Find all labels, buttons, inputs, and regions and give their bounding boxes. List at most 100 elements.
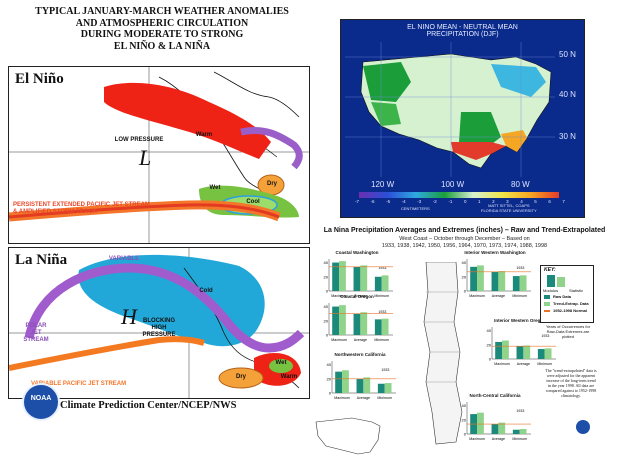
chart-interior-western-oregon: Interior Western Oregon 0 20 40 Maximum Aver… (480, 318, 560, 372)
scale-tick: -1 (448, 199, 453, 204)
trend-bar (519, 429, 527, 434)
title-line: AND ATMOSPHERIC CIRCULATION (75, 17, 249, 29)
trend-bar (342, 370, 349, 393)
subtitle-line: 1933, 1938, 1942, 1950, 1956, 1964, 1970… (381, 243, 548, 249)
wet-label: Wet (209, 185, 221, 191)
raw-bar (353, 266, 361, 291)
trend-bar (523, 345, 531, 359)
y-tick-label: 20 (462, 274, 467, 279)
el-nino-map: L (9, 67, 309, 243)
trend-bar (363, 377, 371, 393)
chart-key: KEY: Modulus Statistic Raw Data Trend-Ex… (540, 265, 594, 323)
lat-label: 30 N (559, 132, 576, 141)
year-marker-label: 1933 (381, 368, 389, 372)
scale-tick: 3 (506, 199, 509, 204)
category-label: Average (492, 437, 505, 441)
la-nina-wet-label: Wet (275, 360, 287, 366)
key-trend-label: Trend-Extrap. Data (553, 301, 589, 306)
category-label: Average (492, 294, 505, 298)
raw-bar (491, 424, 499, 434)
chart-svg: 0 20 40 Maximum Average Minimum 1933 (462, 402, 531, 441)
y-tick-label: 0 (464, 289, 467, 294)
raw-bar (374, 276, 382, 291)
chart-interior-western-washington: Interior Western Washington 0 20 40 Maximum… (455, 250, 535, 304)
trend-bar (544, 348, 552, 359)
y-tick-label: 20 (324, 318, 329, 323)
key-trend-legend-swatch (544, 302, 550, 306)
title-line: EL NIÑO & LA NIÑA (113, 40, 211, 52)
cool-label: Cool (246, 199, 260, 205)
category-label: Minimum (537, 362, 552, 366)
la-nina-polar-jet-label: POLAR JET STREAM (21, 323, 51, 344)
noaa-small-logo (576, 420, 590, 434)
y-tick-label: 0 (464, 432, 467, 437)
trend-bar (360, 265, 368, 291)
raw-bar (495, 341, 503, 359)
trend-bar (519, 275, 527, 291)
category-label: Minimum (512, 294, 527, 298)
key-raw-label: Raw Data (553, 294, 572, 299)
el-nino-panel: L El Niño LOW PRESSURE POLAR JET STREAM … (8, 66, 310, 244)
lon-label: 120 W (371, 180, 395, 189)
category-label: Average (517, 362, 530, 366)
variable-pacific-jet-label: VARIABLE PACIFIC JET STREAM (31, 381, 127, 387)
chart-title: Coastal Oregon (340, 294, 374, 299)
west-coast-outline (423, 262, 463, 445)
category-label: Average (357, 396, 370, 400)
variable-label: VARIABLE (108, 256, 140, 262)
y-tick-label: 20 (487, 342, 492, 347)
warm-label: Warm (195, 132, 213, 138)
category-label: Maximum (469, 294, 485, 298)
key-raw-swatch (547, 275, 555, 287)
y-tick-label: 20 (324, 274, 329, 279)
scale-tick: -5 (386, 199, 391, 204)
blocking-line: HIGH (151, 325, 167, 331)
scale-tick: 5 (534, 199, 537, 204)
key-marker-line (544, 310, 550, 312)
chart-title: Interior Western Washington (464, 250, 526, 255)
year-marker-label: 1933 (516, 409, 524, 413)
credit-line: FLORIDA STATE UNIVERSITY (481, 208, 537, 213)
raw-bar (470, 266, 478, 291)
chart-svg: 0 20 40 Maximum Average Minimum 1933 (324, 259, 393, 298)
trend-bar (381, 318, 389, 335)
chart-title: Interior Western Oregon (494, 318, 546, 323)
category-label: Maximum (334, 396, 350, 400)
units-label: CENTIMETERS (401, 206, 430, 211)
color-scale (359, 192, 559, 198)
chart-title: Coastal Washington (335, 250, 379, 255)
polar-jet-line: STREAM (256, 121, 282, 127)
trend-bar (381, 275, 389, 291)
blocking-line: BLOCKING (143, 318, 175, 324)
category-label: Average (354, 338, 367, 342)
credit-line: MATT SITTEL, COAPS (488, 203, 530, 208)
key-raw-legend-swatch (544, 295, 550, 299)
trend-bar (498, 422, 506, 434)
scale-tick: 2 (492, 199, 495, 204)
category-label: Minimum (374, 294, 389, 298)
polar-jet-line: POLAR (258, 107, 280, 113)
category-label: Minimum (512, 437, 527, 441)
cold-label: Cold (199, 288, 213, 294)
la-nina-label: La Niña (15, 252, 68, 268)
noaa-logo-text: NOAA (30, 395, 52, 402)
lat-label: 50 N (559, 50, 576, 59)
low-pressure-label: LOW PRESSURE (114, 137, 164, 143)
raw-bar (537, 349, 545, 359)
raw-bar (516, 346, 524, 359)
la-nina-warm-label: Warm (280, 374, 298, 380)
key-col-label: Modulus (543, 288, 559, 293)
chart-svg: 0 20 40 Maximum Average Minimum 1933 (462, 259, 531, 298)
year-marker-label: 1933 (378, 310, 386, 314)
key-trend-swatch (557, 277, 565, 287)
map-title-2: PRECIPITATION (DJF) (426, 31, 499, 38)
us-inset-map (315, 417, 381, 455)
trend-bar (339, 261, 346, 291)
y-tick-label: 40 (462, 260, 467, 265)
scale-tick: 4 (520, 199, 523, 204)
scale-tick: 7 (562, 199, 565, 204)
polar-jet-line: STREAM (23, 337, 49, 343)
lat-label: 40 N (559, 90, 576, 99)
trend-bar (477, 265, 484, 291)
scale-tick: 6 (548, 199, 551, 204)
